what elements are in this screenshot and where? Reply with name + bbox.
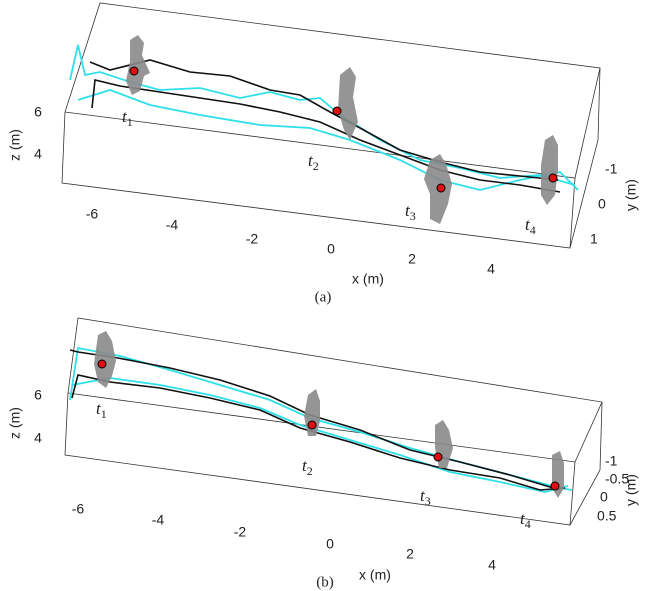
- marker: [433, 452, 443, 462]
- time-label-sub: 1: [101, 407, 107, 421]
- trajectories: [69, 346, 573, 493]
- marker: [97, 359, 107, 369]
- time-label: t3: [405, 201, 416, 223]
- marker: [550, 481, 560, 491]
- time-label-base: t: [405, 201, 411, 220]
- y-axis-label: y (m): [623, 474, 639, 506]
- x-tick-label: 0: [326, 536, 334, 552]
- z-tick-label: 4: [34, 430, 42, 446]
- y-axis-label: y (m): [623, 179, 639, 211]
- z-tick-label: 6: [34, 104, 42, 120]
- axes-box: [61, 2, 601, 249]
- time-label: t2: [302, 456, 313, 478]
- x-axis-label: x (m): [359, 567, 391, 583]
- z-axis-label: z (m): [7, 407, 23, 439]
- time-label-base: t: [302, 456, 308, 475]
- time-label: t2: [308, 151, 319, 173]
- x-tick-label: 4: [487, 261, 495, 277]
- time-label-base: t: [308, 151, 314, 170]
- y-tick-label: 1: [590, 231, 598, 247]
- people: [94, 331, 564, 498]
- axes-box: [64, 317, 603, 526]
- x-tick-label: -6: [72, 501, 85, 517]
- time-label: t4: [520, 509, 531, 531]
- people: [126, 35, 558, 224]
- time-label-base: t: [420, 486, 426, 505]
- time-label: t1: [96, 399, 107, 421]
- time-label-base: t: [122, 107, 128, 126]
- marker: [129, 66, 139, 76]
- x-tick-label: 2: [406, 546, 414, 562]
- caption: (a): [315, 289, 332, 305]
- x-tick-label: -6: [86, 206, 99, 222]
- time-label-base: t: [96, 399, 102, 418]
- caption: (b): [316, 574, 334, 590]
- marker: [436, 183, 446, 193]
- trajectories: [69, 44, 579, 193]
- z-tick-label: 4: [34, 146, 42, 162]
- x-tick-label: -4: [152, 512, 165, 528]
- time-label-sub: 3: [410, 209, 416, 223]
- z-axis-label: z (m): [7, 129, 23, 161]
- x-tick-label: 2: [408, 251, 416, 267]
- y-tick-label: 0.5: [597, 508, 617, 524]
- x-axis-label: x (m): [352, 271, 384, 287]
- y-tick-label: -0.5: [605, 471, 629, 487]
- x-tick-label: -4: [166, 217, 179, 233]
- time-label-sub: 4: [525, 517, 531, 531]
- marker: [332, 106, 342, 116]
- x-tick-label: -2: [246, 231, 259, 247]
- z-tick-label: 6: [34, 387, 42, 403]
- time-label-sub: 4: [530, 223, 536, 237]
- y-tick-label: -1: [605, 161, 618, 177]
- time-label-sub: 2: [313, 159, 319, 173]
- time-label: t3: [420, 486, 431, 508]
- time-label-sub: 2: [307, 464, 313, 478]
- time-label: t4: [525, 215, 536, 237]
- marker: [548, 173, 558, 183]
- x-tick-label: 4: [488, 557, 496, 573]
- marker: [307, 420, 317, 430]
- y-tick-label: -1: [605, 453, 618, 469]
- time-label: t1: [122, 107, 133, 129]
- y-tick-label: 0: [598, 196, 606, 212]
- time-label-sub: 3: [425, 494, 431, 508]
- time-label-base: t: [525, 215, 531, 234]
- time-label-sub: 1: [127, 115, 133, 129]
- x-tick-label: 0: [327, 241, 335, 257]
- x-tick-label: -2: [234, 524, 247, 540]
- time-label-base: t: [520, 509, 526, 528]
- y-tick-label: 0: [600, 489, 608, 505]
